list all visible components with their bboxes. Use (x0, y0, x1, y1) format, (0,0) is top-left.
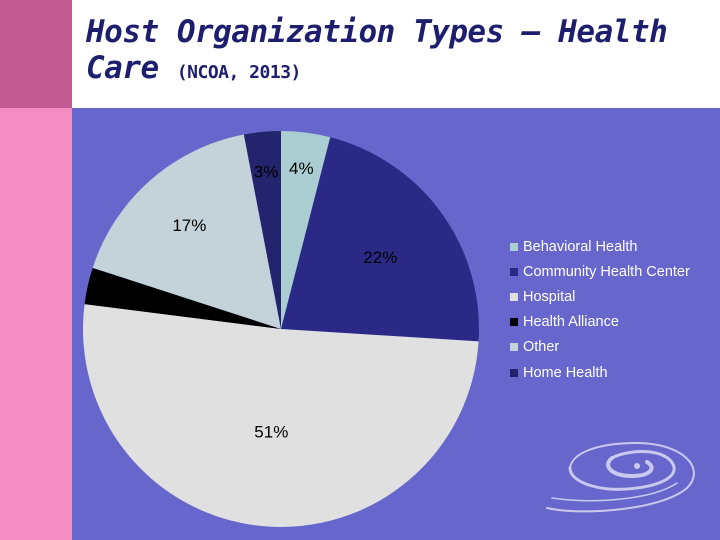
chart-area: 4% 22% 51% 17% 3% Behavioral Health Community… (72, 108, 720, 540)
legend-item-health-alliance: Health Alliance (510, 310, 720, 335)
legend-item-community-health-center: Community Health Center (510, 259, 720, 284)
legend-swatch (510, 318, 518, 327)
slide-title: Host Organization Types – Health Care (N… (86, 14, 716, 91)
pie-slice-health-alliance (84, 267, 282, 329)
chart-legend: Behavioral Health Community Health Center… (510, 234, 720, 385)
legend-swatch (510, 368, 518, 377)
legend-label: Hospital (523, 288, 576, 305)
pie-slice-behavioral-health (281, 131, 331, 329)
legend-swatch (510, 343, 518, 352)
left-accent-band-top (0, 0, 72, 108)
pie-slice-community-health-center (281, 137, 479, 342)
left-accent-band (0, 108, 72, 540)
legend-label: Home Health (523, 364, 608, 381)
legend-item-behavioral-health: Behavioral Health (510, 234, 720, 259)
slide-source: (NCOA, 2013) (176, 62, 302, 83)
legend-swatch (510, 267, 518, 276)
data-label-hospital: 51% (254, 423, 288, 442)
legend-item-other: Other (510, 335, 720, 360)
title-area: Host Organization Types – Health Care (N… (72, 0, 720, 108)
legend-item-home-health: Home Health (510, 360, 720, 385)
slide-title-line2: Care (86, 50, 159, 86)
legend-label: Community Health Center (523, 263, 690, 280)
legend-label: Health Alliance (523, 314, 619, 331)
pie-slice-hospital (82, 304, 479, 528)
pie-slice-other (92, 134, 281, 329)
legend-label: Other (523, 339, 560, 356)
slide-title-line1: Host Organization Types – Health (86, 14, 668, 50)
data-label-community-health-center: 22% (363, 248, 397, 267)
legend-item-hospital: Hospital (510, 284, 720, 309)
pie-slices (82, 131, 479, 528)
pie-slice-home-health (243, 131, 281, 329)
pie-data-labels: 4% 22% 51% 17% 3% (172, 159, 397, 442)
data-label-home-health: 3% (254, 162, 279, 181)
legend-swatch (510, 242, 518, 251)
data-label-other: 17% (172, 216, 206, 235)
pie-chart: 4% 22% 51% 17% 3% (82, 131, 479, 528)
legend-swatch (510, 292, 518, 301)
data-label-behavioral-health: 4% (289, 159, 314, 178)
legend-label: Behavioral Health (523, 238, 638, 255)
swirl-logo-icon (546, 441, 695, 513)
